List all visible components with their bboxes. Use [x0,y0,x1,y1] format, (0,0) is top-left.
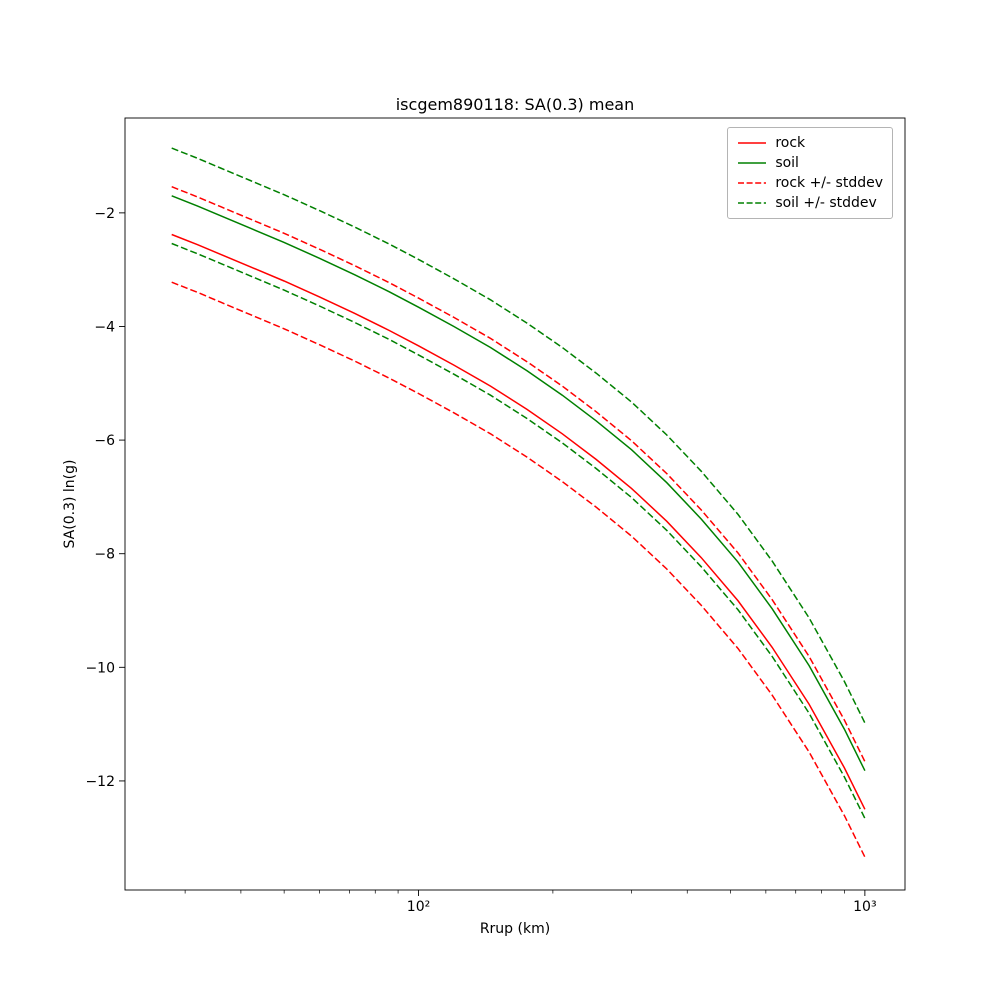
series-rock-stddev [171,186,866,762]
series-rock-stddev [171,281,866,858]
x-tick-label: 10³ [853,899,876,915]
series-soil [171,195,866,772]
legend-item-soil-stddev: soil +/- stddev [737,193,883,213]
x-tick-label: 10² [407,899,430,915]
legend-label: soil +/- stddev [775,195,877,211]
legend-label: rock +/- stddev [775,175,883,191]
legend-line-sample [738,182,767,184]
legend-label: soil [775,155,799,171]
legend-item-rock-stddev: rock +/- stddev [737,173,883,193]
series-rock [171,233,866,810]
legend-label: rock [775,135,806,151]
y-tick-label: −8 [94,547,115,563]
chart-title: iscgem890118: SA(0.3) mean [395,95,635,114]
series-soil-stddev [171,147,866,724]
y-tick-label: −2 [94,206,115,222]
y-axis-label: SA(0.3) ln(g) [62,459,78,549]
legend: rock soil rock +/- stddev soil +/- stddev [727,127,893,219]
legend-item-soil: soil [737,153,883,173]
axes-frame [124,117,906,891]
series-soil-stddev [171,242,866,819]
legend-line-sample [738,162,767,164]
y-tick-label: −6 [94,433,115,449]
legend-item-rock: rock [737,133,883,153]
legend-line-sample [738,142,767,144]
y-tick-label: −10 [85,660,115,676]
x-axis-label: Rrup (km) [479,921,551,937]
y-tick-label: −4 [94,319,115,335]
y-tick-label: −12 [85,774,115,790]
legend-line-sample [738,202,767,204]
